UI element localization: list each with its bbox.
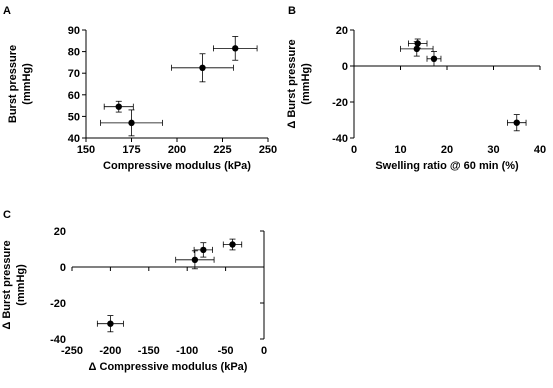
y-tick-label: 0 (60, 262, 66, 274)
x-tick-label: -50 (218, 345, 234, 357)
x-tick-label: 0 (351, 144, 357, 156)
panel-letter: B (288, 5, 296, 17)
panel-a: A 40 50 60 70 80 90 150 175 200 225 250 Compressive … (3, 5, 277, 172)
x-tick-label: 30 (487, 144, 499, 156)
data-point (426, 51, 442, 67)
y-axis-unit: (mmHg) (21, 63, 33, 105)
x-tick-label: -100 (176, 345, 198, 357)
y-tick-label: 20 (336, 25, 348, 37)
y-axis-label: Δ Burst pressure (286, 39, 298, 128)
y-tick-label: 90 (68, 25, 80, 37)
x-tick-label: 0 (261, 345, 267, 357)
x-tick-label: 150 (77, 144, 95, 156)
data-point (175, 250, 215, 270)
x-tick-label: 40 (534, 144, 546, 156)
y-tick-label: 50 (68, 111, 80, 123)
x-axis-label: Δ Compressive modulus (kPa) (89, 361, 248, 373)
data-point (103, 100, 134, 113)
point-marker (200, 246, 207, 254)
data-point (507, 114, 527, 132)
x-tick-label: -250 (61, 345, 83, 357)
x-tick-label: 10 (394, 144, 406, 156)
y-tick-label: 0 (342, 61, 348, 73)
x-tick-label: 175 (122, 144, 140, 156)
x-tick-label: -150 (138, 345, 160, 357)
x-tick-label: -200 (99, 345, 121, 357)
point-marker (413, 45, 420, 53)
point-marker (128, 119, 135, 127)
data-point (212, 36, 258, 61)
panel-letter: C (3, 209, 11, 221)
y-tick-label: -40 (332, 133, 348, 145)
point-marker (430, 55, 438, 62)
y-tick-label: 70 (68, 68, 80, 80)
point-marker (414, 40, 421, 47)
data-point (222, 238, 243, 251)
x-axis-label: Compressive modulus (kPa) (103, 160, 251, 172)
x-tick-label: 250 (259, 144, 277, 156)
data-point (100, 109, 163, 137)
x-tick-label: 200 (168, 144, 186, 156)
y-axis-unit: (mmHg) (300, 63, 312, 105)
y-tick-label: 80 (68, 47, 80, 59)
y-axis-unit: (mmHg) (15, 264, 27, 306)
point-marker (229, 241, 236, 248)
data-point (193, 242, 213, 258)
x-axis-label: Swelling ratio @ 60 min (%) (375, 160, 519, 172)
data-point (96, 315, 124, 333)
data-point (171, 53, 234, 83)
y-tick-label: 40 (68, 133, 80, 145)
y-tick-label: 60 (68, 90, 80, 102)
point-marker (191, 256, 199, 263)
y-axis-label: Burst pressure (7, 45, 19, 123)
x-tick-label: 225 (213, 144, 231, 156)
data-point (400, 41, 434, 57)
y-tick-label: 20 (54, 226, 66, 238)
point-marker (513, 119, 520, 126)
point-marker (232, 45, 239, 52)
point-marker (199, 64, 206, 72)
y-axis-label: Δ Burst pressure (1, 240, 13, 329)
y-tick-label: -40 (50, 334, 66, 346)
point-marker (115, 103, 122, 110)
point-marker (107, 320, 114, 327)
panel-b: B -40 -20 0 20 0 10 20 30 40 Swelling ratio @ 60 m… (286, 5, 546, 172)
panel-letter: A (3, 5, 11, 17)
y-tick-label: -20 (50, 298, 66, 310)
x-tick-label: 20 (441, 144, 453, 156)
y-tick-label: -20 (332, 97, 348, 109)
